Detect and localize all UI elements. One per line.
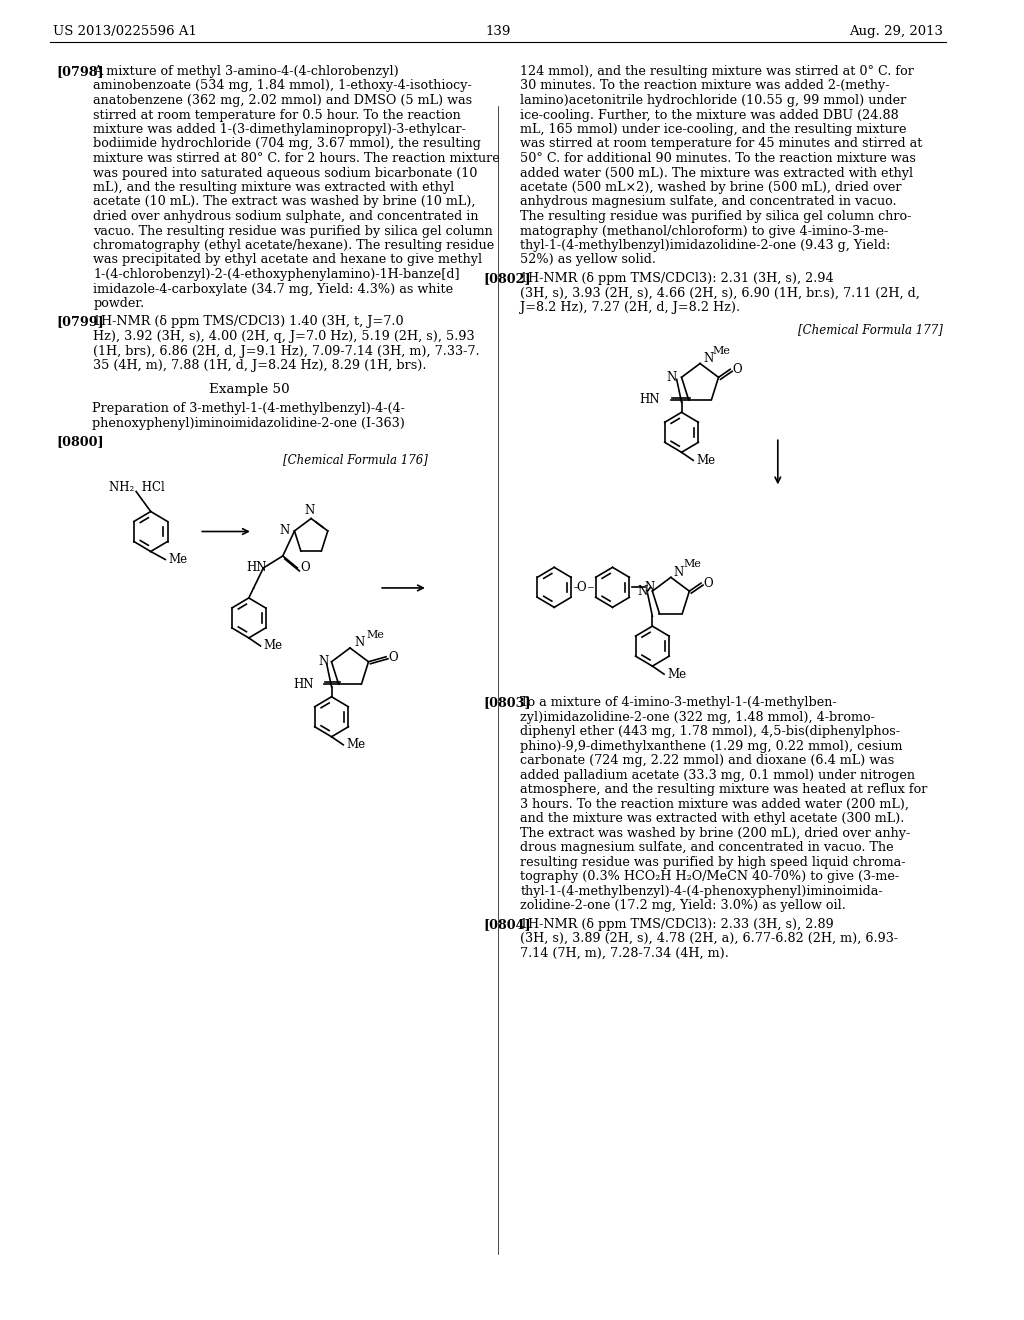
Text: acetate (500 mL×2), washed by brine (500 mL), dried over: acetate (500 mL×2), washed by brine (500… — [520, 181, 902, 194]
Text: diphenyl ether (443 mg, 1.78 mmol), 4,5-bis(diphenylphos-: diphenyl ether (443 mg, 1.78 mmol), 4,5-… — [520, 725, 900, 738]
Text: drous magnesium sulfate, and concentrated in vacuo. The: drous magnesium sulfate, and concentrate… — [520, 841, 894, 854]
Text: tography (0.3% HCO₂H H₂O/MeCN 40-70%) to give (3-me-: tography (0.3% HCO₂H H₂O/MeCN 40-70%) to… — [520, 870, 899, 883]
Text: [Chemical Formula 177]: [Chemical Formula 177] — [799, 323, 943, 337]
Text: phino)-9,9-dimethylxanthene (1.29 mg, 0.22 mmol), cesium: phino)-9,9-dimethylxanthene (1.29 mg, 0.… — [520, 739, 903, 752]
Text: 52%) as yellow solid.: 52%) as yellow solid. — [520, 253, 656, 267]
Text: zolidine-2-one (17.2 mg, Yield: 3.0%) as yellow oil.: zolidine-2-one (17.2 mg, Yield: 3.0%) as… — [520, 899, 846, 912]
Text: HN: HN — [639, 393, 659, 407]
Text: [0800]: [0800] — [56, 436, 104, 447]
Text: O: O — [732, 363, 741, 376]
Text: was poured into saturated aqueous sodium bicarbonate (10: was poured into saturated aqueous sodium… — [93, 166, 478, 180]
Text: O: O — [702, 577, 713, 590]
Text: 30 minutes. To the reaction mixture was added 2-(methy-: 30 minutes. To the reaction mixture was … — [520, 79, 890, 92]
Text: The resulting residue was purified by silica gel column chro-: The resulting residue was purified by si… — [520, 210, 911, 223]
Text: HN: HN — [246, 561, 266, 574]
Text: Me: Me — [367, 630, 384, 640]
Text: 124 mmol), and the resulting mixture was stirred at 0° C. for: 124 mmol), and the resulting mixture was… — [520, 65, 914, 78]
Text: bodiimide hydrochloride (704 mg, 3.67 mmol), the resulting: bodiimide hydrochloride (704 mg, 3.67 mm… — [93, 137, 481, 150]
Text: [0803]: [0803] — [483, 696, 530, 709]
Text: stirred at room temperature for 0.5 hour. To the reaction: stirred at room temperature for 0.5 hour… — [93, 108, 461, 121]
Text: [0804]: [0804] — [483, 917, 530, 931]
Text: Preparation of 3-methyl-1-(4-methylbenzyl)-4-(4-: Preparation of 3-methyl-1-(4-methylbenzy… — [92, 403, 406, 414]
Text: mixture was stirred at 80° C. for 2 hours. The reaction mixture: mixture was stirred at 80° C. for 2 hour… — [93, 152, 500, 165]
Text: Me: Me — [683, 560, 701, 569]
Text: 3 hours. To the reaction mixture was added water (200 mL),: 3 hours. To the reaction mixture was add… — [520, 797, 909, 810]
Text: powder.: powder. — [93, 297, 144, 310]
Text: The extract was washed by brine (200 mL), dried over anhy-: The extract was washed by brine (200 mL)… — [520, 826, 910, 840]
Text: zyl)imidazolidine-2-one (322 mg, 1.48 mmol), 4-bromo-: zyl)imidazolidine-2-one (322 mg, 1.48 mm… — [520, 710, 876, 723]
Text: To a mixture of 4-imino-3-methyl-1-(4-methylben-: To a mixture of 4-imino-3-methyl-1-(4-me… — [520, 696, 837, 709]
Text: Hz), 3.92 (3H, s), 4.00 (2H, q, J=7.0 Hz), 5.19 (2H, s), 5.93: Hz), 3.92 (3H, s), 4.00 (2H, q, J=7.0 Hz… — [93, 330, 475, 343]
Text: N: N — [638, 585, 648, 598]
Text: vacuo. The resulting residue was purified by silica gel column: vacuo. The resulting residue was purifie… — [93, 224, 494, 238]
Text: Me: Me — [168, 553, 187, 566]
Text: [0798]: [0798] — [56, 65, 104, 78]
Text: mL, 165 mmol) under ice-cooling, and the resulting mixture: mL, 165 mmol) under ice-cooling, and the… — [520, 123, 906, 136]
Text: acetate (10 mL). The extract was washed by brine (10 mL),: acetate (10 mL). The extract was washed … — [93, 195, 476, 209]
Text: N: N — [355, 636, 366, 649]
Text: N: N — [280, 524, 290, 537]
Text: added palladium acetate (33.3 mg, 0.1 mmol) under nitrogen: added palladium acetate (33.3 mg, 0.1 mm… — [520, 768, 915, 781]
Text: atmosphere, and the resulting mixture was heated at reflux for: atmosphere, and the resulting mixture wa… — [520, 783, 928, 796]
Text: 7.14 (7H, m), 7.28-7.34 (4H, m).: 7.14 (7H, m), 7.28-7.34 (4H, m). — [520, 946, 729, 960]
Text: 1H-NMR (δ ppm TMS/CDCl3) 1.40 (3H, t, J=7.0: 1H-NMR (δ ppm TMS/CDCl3) 1.40 (3H, t, J=… — [93, 315, 403, 329]
Text: [Chemical Formula 176]: [Chemical Formula 176] — [283, 454, 428, 466]
Text: lamino)acetonitrile hydrochloride (10.55 g, 99 mmol) under: lamino)acetonitrile hydrochloride (10.55… — [520, 94, 906, 107]
Text: Me: Me — [696, 454, 715, 467]
Text: N: N — [304, 503, 314, 516]
Text: anhydrous magnesium sulfate, and concentrated in vacuo.: anhydrous magnesium sulfate, and concent… — [520, 195, 897, 209]
Text: Aug. 29, 2013: Aug. 29, 2013 — [849, 25, 943, 38]
Text: Me: Me — [713, 346, 730, 355]
Text: and the mixture was extracted with ethyl acetate (300 mL).: and the mixture was extracted with ethyl… — [520, 812, 904, 825]
Text: O: O — [388, 651, 397, 664]
Text: N: N — [667, 371, 677, 384]
Text: thyl-1-(4-methylbenzyl)-4-(4-phenoxyphenyl)iminoimida-: thyl-1-(4-methylbenzyl)-4-(4-phenoxyphen… — [520, 884, 883, 898]
Text: (1H, brs), 6.86 (2H, d, J=9.1 Hz), 7.09-7.14 (3H, m), 7.33-7.: (1H, brs), 6.86 (2H, d, J=9.1 Hz), 7.09-… — [93, 345, 480, 358]
Text: anatobenzene (362 mg, 2.02 mmol) and DMSO (5 mL) was: anatobenzene (362 mg, 2.02 mmol) and DMS… — [93, 94, 472, 107]
Text: was stirred at room temperature for 45 minutes and stirred at: was stirred at room temperature for 45 m… — [520, 137, 923, 150]
Text: [0799]: [0799] — [56, 315, 104, 329]
Text: mL), and the resulting mixture was extracted with ethyl: mL), and the resulting mixture was extra… — [93, 181, 455, 194]
Text: HN: HN — [294, 677, 314, 690]
Text: mixture was added 1-(3-dimethylaminopropyl)-3-ethylcar-: mixture was added 1-(3-dimethylaminoprop… — [93, 123, 466, 136]
Text: (3H, s), 3.93 (2H, s), 4.66 (2H, s), 6.90 (1H, br.s), 7.11 (2H, d,: (3H, s), 3.93 (2H, s), 4.66 (2H, s), 6.9… — [520, 286, 920, 300]
Text: Me: Me — [346, 738, 366, 751]
Text: O: O — [300, 561, 310, 574]
Text: [0802]: [0802] — [483, 272, 530, 285]
Text: US 2013/0225596 A1: US 2013/0225596 A1 — [53, 25, 198, 38]
Text: aminobenzoate (534 mg, 1.84 mmol), 1-ethoxy-4-isothiocy-: aminobenzoate (534 mg, 1.84 mmol), 1-eth… — [93, 79, 472, 92]
Text: J=8.2 Hz), 7.27 (2H, d, J=8.2 Hz).: J=8.2 Hz), 7.27 (2H, d, J=8.2 Hz). — [520, 301, 740, 314]
Text: 1H-NMR (δ ppm TMS/CDCl3): 2.33 (3H, s), 2.89: 1H-NMR (δ ppm TMS/CDCl3): 2.33 (3H, s), … — [520, 917, 834, 931]
Text: 35 (4H, m), 7.88 (1H, d, J=8.24 Hz), 8.29 (1H, brs).: 35 (4H, m), 7.88 (1H, d, J=8.24 Hz), 8.2… — [93, 359, 427, 372]
Text: ice-cooling. Further, to the mixture was added DBU (24.88: ice-cooling. Further, to the mixture was… — [520, 108, 899, 121]
Text: 139: 139 — [485, 25, 511, 38]
Text: 1H-NMR (δ ppm TMS/CDCl3): 2.31 (3H, s), 2.94: 1H-NMR (δ ppm TMS/CDCl3): 2.31 (3H, s), … — [520, 272, 834, 285]
Text: O: O — [577, 581, 586, 594]
Text: chromatography (ethyl acetate/hexane). The resulting residue: chromatography (ethyl acetate/hexane). T… — [93, 239, 495, 252]
Text: phenoxyphenyl)iminoimidazolidine-2-one (I-363): phenoxyphenyl)iminoimidazolidine-2-one (… — [92, 417, 406, 429]
Text: Me: Me — [667, 668, 686, 681]
Text: was precipitated by ethyl acetate and hexane to give methyl: was precipitated by ethyl acetate and he… — [93, 253, 482, 267]
Text: Me: Me — [263, 639, 283, 652]
Text: Example 50: Example 50 — [209, 384, 289, 396]
Text: (3H, s), 3.89 (2H, s), 4.78 (2H, a), 6.77-6.82 (2H, m), 6.93-: (3H, s), 3.89 (2H, s), 4.78 (2H, a), 6.7… — [520, 932, 898, 945]
Text: A mixture of methyl 3-amino-4-(4-chlorobenzyl): A mixture of methyl 3-amino-4-(4-chlorob… — [93, 65, 399, 78]
Text: carbonate (724 mg, 2.22 mmol) and dioxane (6.4 mL) was: carbonate (724 mg, 2.22 mmol) and dioxan… — [520, 754, 894, 767]
Text: NH₂  HCl: NH₂ HCl — [109, 480, 165, 494]
Text: N: N — [645, 581, 655, 594]
Text: matography (methanol/chloroform) to give 4-imino-3-me-: matography (methanol/chloroform) to give… — [520, 224, 889, 238]
Text: N: N — [702, 352, 713, 366]
Text: imidazole-4-carboxylate (34.7 mg, Yield: 4.3%) as white: imidazole-4-carboxylate (34.7 mg, Yield:… — [93, 282, 454, 296]
Text: added water (500 mL). The mixture was extracted with ethyl: added water (500 mL). The mixture was ex… — [520, 166, 913, 180]
Text: N: N — [318, 655, 329, 668]
Text: dried over anhydrous sodium sulphate, and concentrated in: dried over anhydrous sodium sulphate, an… — [93, 210, 479, 223]
Text: resulting residue was purified by high speed liquid chroma-: resulting residue was purified by high s… — [520, 855, 905, 869]
Text: thyl-1-(4-methylbenzyl)imidazolidine-2-one (9.43 g, Yield:: thyl-1-(4-methylbenzyl)imidazolidine-2-o… — [520, 239, 891, 252]
Text: N: N — [674, 566, 684, 578]
Text: 1-(4-chlorobenzyl)-2-(4-ethoxyphenylamino)-1H-banze[d]: 1-(4-chlorobenzyl)-2-(4-ethoxyphenylamin… — [93, 268, 460, 281]
Text: 50° C. for additional 90 minutes. To the reaction mixture was: 50° C. for additional 90 minutes. To the… — [520, 152, 916, 165]
